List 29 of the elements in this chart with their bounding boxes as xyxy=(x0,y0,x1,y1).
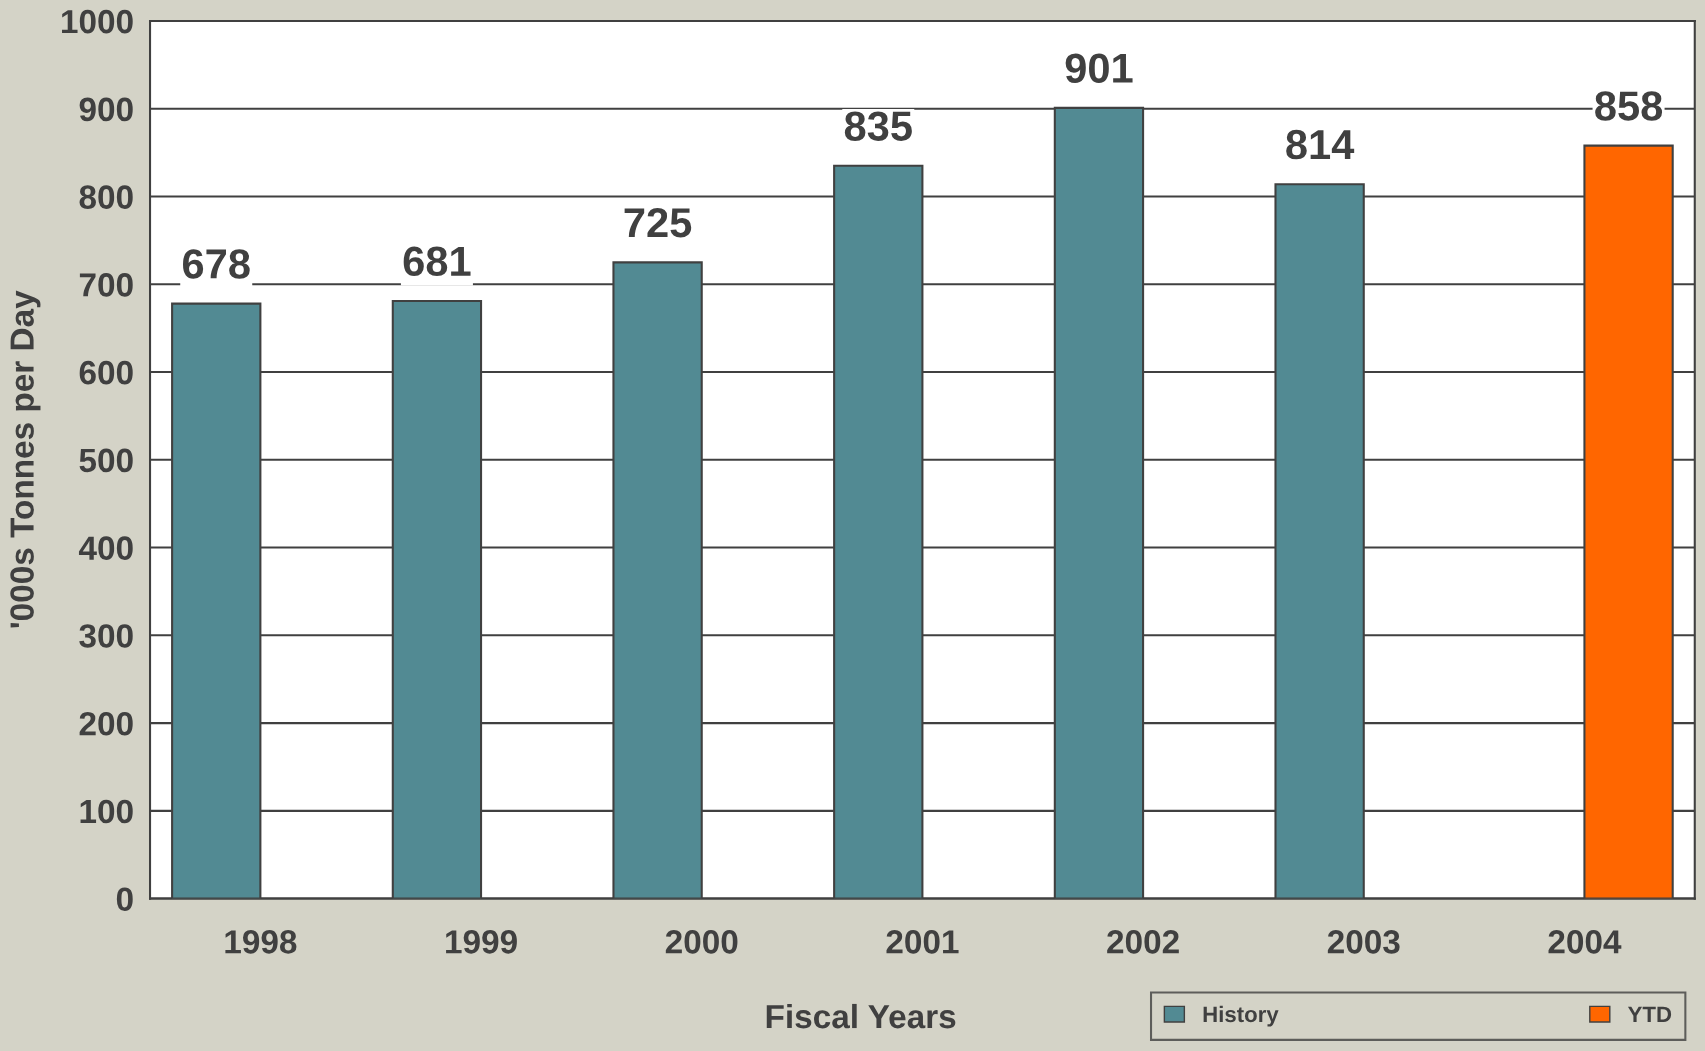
x-tick-label: 2001 xyxy=(886,930,959,954)
x-axis-title: Fiscal Years xyxy=(766,1003,956,1029)
legend-label: History xyxy=(1203,1005,1279,1027)
legend-label: YTD xyxy=(1627,1006,1672,1022)
y-tick-label: 700 xyxy=(79,273,133,297)
y-tick-label: 400 xyxy=(78,536,133,560)
y-tick-label: 100 xyxy=(80,799,133,824)
data-label: 725 xyxy=(624,207,692,238)
x-tick-label: 2004 xyxy=(1548,930,1622,954)
data-label: 901 xyxy=(1065,53,1133,83)
x-tick-label: 2003 xyxy=(1327,930,1400,954)
y-axis-title: '000s Tonnes per Day xyxy=(10,290,41,628)
data-label: 678 xyxy=(183,249,250,279)
y-tick-label: 600 xyxy=(79,360,133,385)
data-label: 858 xyxy=(1595,91,1663,121)
y-tick-label: 800 xyxy=(79,185,133,209)
x-tick-label: 2002 xyxy=(1107,930,1179,954)
data-label: 835 xyxy=(844,111,912,141)
data-label: 681 xyxy=(403,246,471,277)
x-tick-label: 1998 xyxy=(225,930,297,954)
y-tick-label: 0 xyxy=(116,887,133,912)
y-tick-label: 200 xyxy=(79,711,133,736)
x-tick-label: 1999 xyxy=(446,930,517,954)
y-tick-label: 1000 xyxy=(62,9,133,34)
y-tick-label: 900 xyxy=(79,97,133,122)
y-tick-label: 500 xyxy=(79,448,133,473)
x-tick-label: 2000 xyxy=(665,930,738,954)
data-label: 814 xyxy=(1286,129,1355,160)
y-tick-label: 300 xyxy=(79,624,133,648)
